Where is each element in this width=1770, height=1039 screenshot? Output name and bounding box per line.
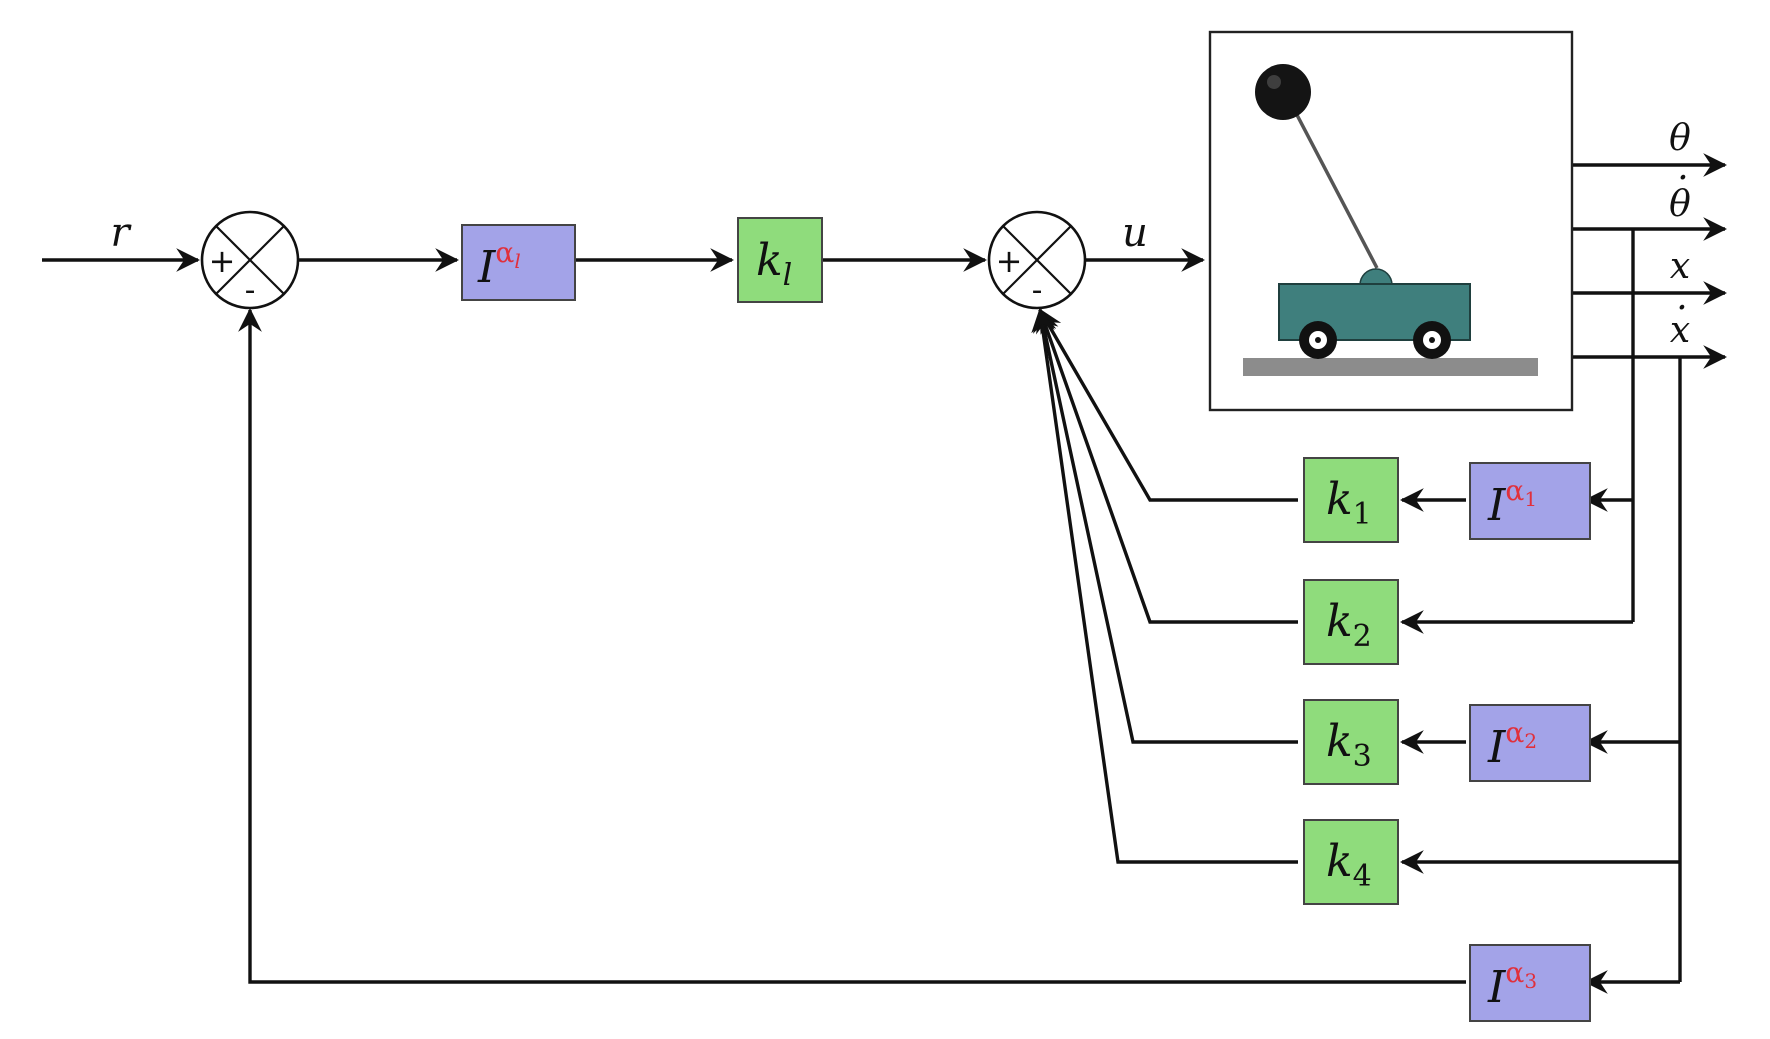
theta-dot-mark: · [1677, 158, 1688, 199]
block-base: k [1326, 474, 1353, 525]
plant-block [1208, 30, 1574, 412]
gain-kl-block: kl [737, 217, 823, 303]
block-base: I [477, 242, 497, 293]
theta-label: θ [1669, 118, 1691, 159]
block-base: k [756, 235, 783, 286]
x-dot-mark: · [1676, 288, 1687, 329]
block-base: k [1326, 716, 1353, 767]
gain-k4-block: k4 [1303, 819, 1399, 905]
x-dot-label: x [1670, 310, 1690, 351]
block-frame [461, 224, 576, 301]
fractional-integrator-1-block: Iα1 [1469, 462, 1591, 540]
block-sub: 4 [1353, 859, 1372, 894]
block-sub: 1 [1353, 497, 1372, 532]
block-sup-alpha: α [1505, 474, 1524, 507]
block-frame [1303, 699, 1399, 785]
block-sup-sub: 1 [1524, 487, 1537, 511]
plus-sign-1: + [209, 242, 236, 280]
block-frame [1469, 944, 1591, 1022]
block-base: I [1487, 962, 1507, 1013]
reference-label: r [110, 210, 132, 256]
ground [1243, 358, 1538, 376]
gain-k2-block: k2 [1303, 579, 1399, 665]
k3-feedback-wire [1032, 308, 1298, 744]
svg-text:k2: k2 [1326, 596, 1372, 654]
block-sup-alpha: α [1505, 956, 1524, 989]
inverted-pendulum-cart-icon [1243, 64, 1538, 376]
block-frame [1303, 457, 1399, 543]
block-sub: 3 [1353, 739, 1372, 774]
svg-text:k3: k3 [1326, 716, 1372, 774]
gain-k1-block: k1 [1303, 457, 1399, 543]
block-frame [737, 217, 823, 303]
fractional-integrator-l-block: Iαl [461, 224, 576, 301]
k4-feedback-wire [1031, 308, 1298, 864]
svg-text:Iα2: Iα2 [1487, 716, 1537, 773]
svg-text:Iαl: Iαl [477, 236, 521, 293]
outer-feedback-wire [238, 308, 1466, 984]
block-frame [1469, 462, 1591, 540]
pendulum-bob [1255, 64, 1311, 120]
svg-text:Iα3: Iα3 [1487, 956, 1537, 1013]
block-base: I [1487, 480, 1507, 531]
svg-text:Iα1: Iα1 [1487, 474, 1537, 531]
fractional-integrator-2-block: Iα2 [1469, 704, 1591, 782]
block-frame [1469, 704, 1591, 782]
control-signal-label: u [1122, 210, 1148, 256]
block-sup-sub: 3 [1524, 969, 1537, 993]
block-sup-sub: l [514, 249, 520, 273]
block-frame [1303, 579, 1399, 665]
block-sup-alpha: α [495, 236, 514, 269]
pivot [1359, 268, 1393, 286]
block-sub: 2 [1353, 619, 1372, 654]
svg-text:k1: k1 [1326, 474, 1372, 532]
pendulum-rod [1283, 91, 1379, 269]
block-frame [1303, 819, 1399, 905]
svg-text:kl: kl [756, 235, 792, 293]
theta-dot-label: θ [1669, 184, 1691, 225]
summing-junction-2: + - [987, 210, 1087, 310]
x-label: x [1670, 246, 1690, 287]
fractional-integrator-3-block: Iα3 [1469, 944, 1591, 1022]
k2-feedback-wire [1036, 308, 1298, 624]
block-sub: l [783, 258, 793, 293]
minus-sign-1: - [245, 273, 256, 308]
k1-feedback-wire [1038, 308, 1298, 502]
wheel-right [1413, 321, 1451, 359]
svg-text:k4: k4 [1326, 836, 1372, 894]
block-base: k [1326, 596, 1353, 647]
plus-sign-2: + [996, 242, 1023, 280]
block-sup-sub: 2 [1524, 729, 1537, 753]
wheel-left [1299, 321, 1337, 359]
block-sup-alpha: α [1505, 716, 1524, 749]
gain-k3-block: k3 [1303, 699, 1399, 785]
minus-sign-2: - [1032, 273, 1043, 308]
block-base: I [1487, 722, 1507, 773]
summing-junction-1: + - [200, 210, 300, 310]
block-base: k [1326, 836, 1353, 887]
